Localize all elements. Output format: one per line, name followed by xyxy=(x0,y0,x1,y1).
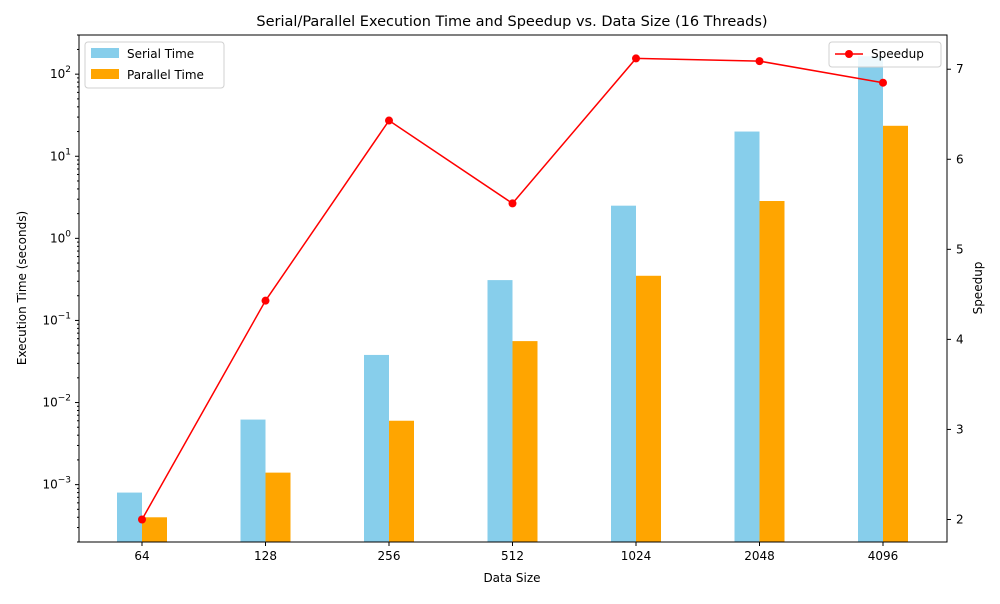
serial-bar-2048 xyxy=(734,131,760,543)
parallel-bar-2048 xyxy=(759,201,785,542)
serial-bar-1024 xyxy=(611,205,636,542)
y-tick-label-right-2: 4 xyxy=(956,332,964,346)
serial-bar-512 xyxy=(487,280,513,542)
speedup-point-128 xyxy=(261,296,270,305)
parallel-bar-512 xyxy=(512,341,538,542)
legend-swatch-parallel xyxy=(91,69,119,79)
legend-label-serial: Serial Time xyxy=(127,47,194,61)
legend-speedup-box xyxy=(828,41,942,68)
x-tick-label-512: 512 xyxy=(501,549,524,563)
speedup-point-64 xyxy=(138,515,146,524)
y-tick-label-right-5: 7 xyxy=(956,62,964,76)
y-axis-label-left: Execution Time (seconds) xyxy=(15,211,29,365)
y-tick-label-left-0: 10−3 xyxy=(42,476,71,492)
y-tick-label-right-3: 5 xyxy=(956,242,964,256)
legend-label-parallel: Parallel Time xyxy=(127,68,204,82)
serial-bar-128 xyxy=(240,419,266,542)
x-tick-label-64: 64 xyxy=(134,549,149,563)
y-tick-label-right-4: 6 xyxy=(956,152,964,166)
serial-bar-4096 xyxy=(858,56,883,543)
serial-bar-64 xyxy=(117,492,142,542)
y-tick-label-right-1: 3 xyxy=(956,422,964,436)
parallel-bar-1024 xyxy=(636,275,661,542)
x-tick-label-128: 128 xyxy=(254,549,277,563)
speedup-point-512 xyxy=(508,199,517,208)
speedup-point-2048 xyxy=(755,57,764,66)
legend-label-speedup: Speedup xyxy=(871,47,924,61)
legend-marker-speedup xyxy=(845,50,853,58)
speedup-point-4096 xyxy=(879,78,887,87)
speedup-point-1024 xyxy=(632,54,640,63)
parallel-bar-256 xyxy=(389,420,414,542)
legend-time-box xyxy=(84,41,225,89)
plot-area: 64 128 256 512 1024 2048 409610−310−210−110010… xyxy=(42,34,964,563)
x-tick-label-256: 256 xyxy=(378,549,401,563)
parallel-bar-64 xyxy=(142,517,167,542)
legend-swatch-serial xyxy=(91,48,119,58)
y-tick-label-left-3: 100 xyxy=(50,229,71,245)
y-tick-label-left-2: 10−1 xyxy=(42,311,71,327)
x-tick-label-1024: 1024 xyxy=(621,549,652,563)
x-tick-label-4096: 4096 xyxy=(868,549,899,563)
serial-bar-256 xyxy=(364,354,389,542)
legend-speedup: Speedup xyxy=(828,41,942,68)
parallel-bar-128 xyxy=(265,472,291,542)
y-tick-label-right-0: 2 xyxy=(956,512,964,526)
x-tick-label-2048: 2048 xyxy=(744,549,775,563)
y-axis-label-right: Speedup xyxy=(971,262,985,315)
y-tick-label-left-1: 10−2 xyxy=(42,394,71,410)
speedup-point-256 xyxy=(385,116,393,125)
parallel-bar-4096 xyxy=(883,125,908,543)
chart-title: Serial/Parallel Execution Time and Speed… xyxy=(256,14,767,30)
legend-time: Serial Time Parallel Time xyxy=(84,41,225,89)
x-axis-label: Data Size xyxy=(483,571,540,585)
y-tick-label-left-5: 102 xyxy=(50,65,71,81)
y-tick-label-left-4: 101 xyxy=(50,147,71,163)
